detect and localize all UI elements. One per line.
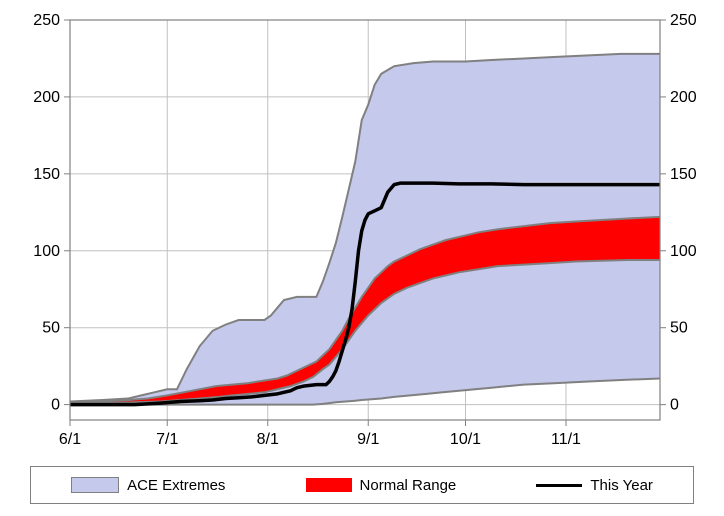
svg-text:6/1: 6/1 bbox=[59, 431, 81, 448]
svg-text:10/1: 10/1 bbox=[450, 431, 481, 448]
legend-item-ace-extremes: ACE Extremes bbox=[71, 477, 225, 494]
svg-text:9/1: 9/1 bbox=[357, 431, 379, 448]
svg-text:250: 250 bbox=[670, 12, 697, 29]
svg-text:150: 150 bbox=[33, 166, 60, 183]
ace-chart-container: 0 50 100 150 200 250 0 50 100 150 200 250 6/1 7/1 8/1 9… bbox=[0, 0, 724, 516]
ace-chart-svg: 0 50 100 150 200 250 0 50 100 150 200 250 6/1 7/1 8/1 9… bbox=[0, 0, 724, 516]
svg-text:11/1: 11/1 bbox=[551, 431, 581, 448]
svg-text:0: 0 bbox=[51, 397, 60, 414]
legend-swatch-this-year bbox=[536, 484, 582, 487]
legend-label-this-year: This Year bbox=[590, 477, 653, 494]
svg-text:200: 200 bbox=[670, 89, 697, 106]
svg-text:250: 250 bbox=[33, 12, 60, 29]
svg-text:50: 50 bbox=[42, 320, 60, 337]
svg-text:8/1: 8/1 bbox=[257, 431, 279, 448]
legend-label-ace-extremes: ACE Extremes bbox=[127, 477, 225, 494]
svg-text:100: 100 bbox=[33, 243, 60, 260]
legend-label-normal-range: Normal Range bbox=[360, 477, 457, 494]
legend-swatch-ace-extremes bbox=[71, 477, 119, 493]
svg-text:0: 0 bbox=[670, 397, 679, 414]
legend-swatch-normal-range bbox=[306, 478, 352, 492]
legend-item-this-year: This Year bbox=[536, 477, 653, 494]
svg-text:50: 50 bbox=[670, 320, 688, 337]
svg-text:100: 100 bbox=[670, 243, 697, 260]
svg-text:7/1: 7/1 bbox=[156, 431, 178, 448]
svg-text:200: 200 bbox=[33, 89, 60, 106]
legend-item-normal-range: Normal Range bbox=[306, 477, 457, 494]
chart-legend: ACE Extremes Normal Range This Year bbox=[30, 466, 694, 504]
svg-text:150: 150 bbox=[670, 166, 697, 183]
